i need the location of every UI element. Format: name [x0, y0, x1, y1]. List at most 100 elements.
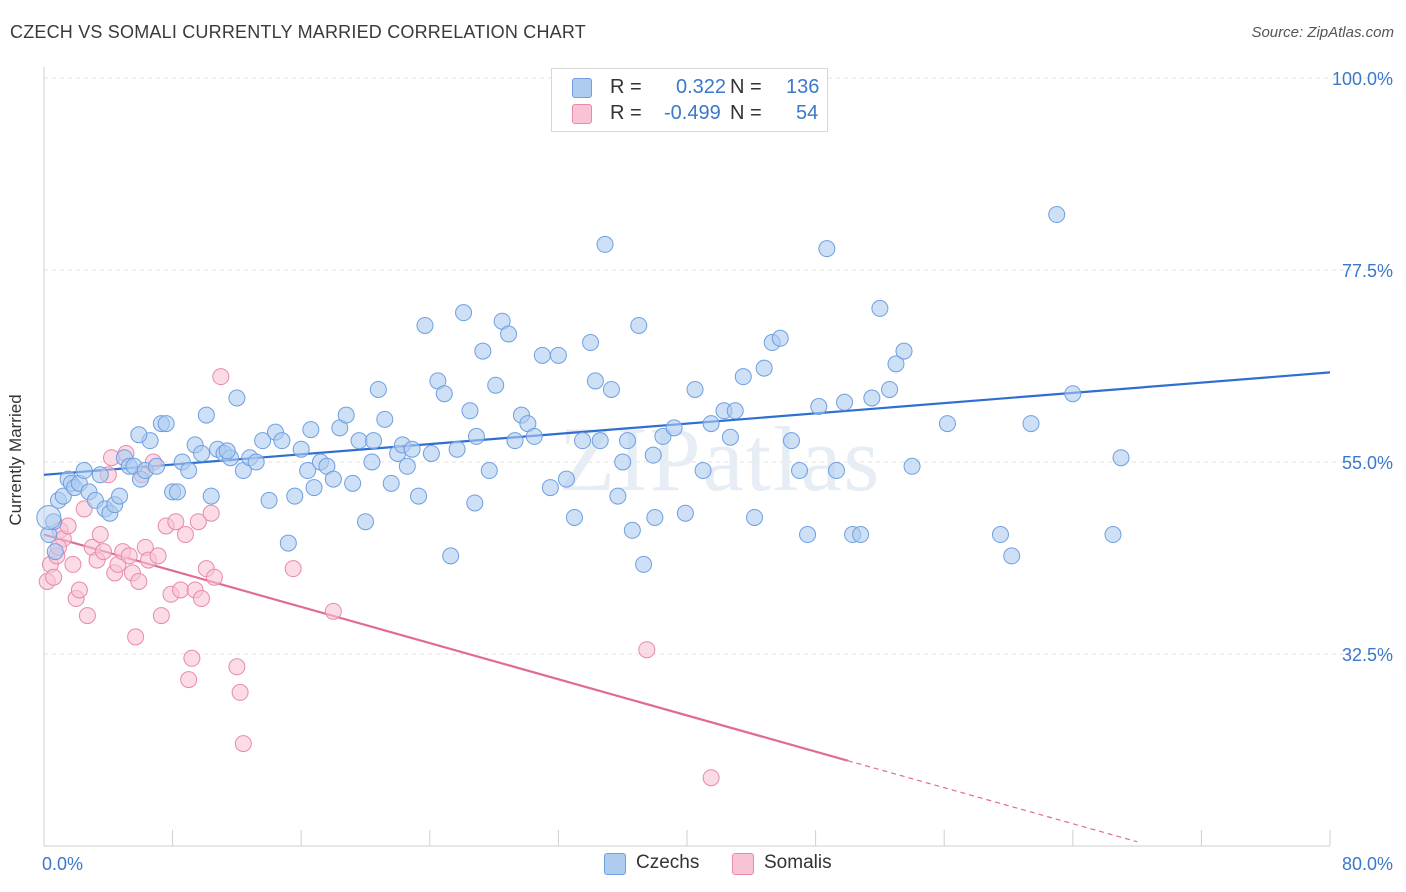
- legend-label: Somalis: [764, 852, 832, 873]
- somali-point: [64, 555, 82, 573]
- czech-point: [721, 428, 739, 446]
- czech-point: [827, 462, 845, 480]
- czech-point: [852, 526, 870, 544]
- czech-point: [435, 385, 453, 403]
- somali-point: [702, 769, 720, 787]
- czech-point: [549, 346, 567, 364]
- czech-point: [286, 487, 304, 505]
- somalis-swatch: [732, 853, 754, 875]
- somali-point: [78, 607, 96, 625]
- czech-point: [36, 504, 62, 530]
- n-value: 54: [796, 102, 819, 124]
- somali-point: [183, 649, 201, 667]
- czech-point: [635, 555, 653, 573]
- czech-point: [130, 426, 148, 444]
- czech-point: [602, 380, 620, 398]
- czech-point: [619, 432, 637, 450]
- somalis-trend-extension: [847, 760, 1138, 843]
- czech-point: [363, 453, 381, 471]
- somali-point: [284, 560, 302, 578]
- czech-point: [614, 453, 632, 471]
- czech-point: [799, 526, 817, 544]
- czech-point: [422, 444, 440, 462]
- somali-point: [638, 641, 656, 659]
- y-tick-label: 32.5%: [1342, 645, 1393, 665]
- czech-point: [726, 402, 744, 420]
- czech-point: [1003, 547, 1021, 565]
- somali-point: [91, 526, 109, 544]
- czech-point: [467, 427, 485, 445]
- czech-point: [702, 415, 720, 433]
- czech-point: [686, 380, 704, 398]
- czech-point: [410, 487, 428, 505]
- somali-point: [189, 513, 207, 531]
- czech-point: [1048, 206, 1066, 224]
- czech-point: [398, 457, 416, 475]
- czech-point: [403, 440, 421, 458]
- czech-point: [1064, 385, 1082, 403]
- czech-point: [487, 376, 505, 394]
- czech-point: [881, 380, 899, 398]
- r-label: R =: [610, 76, 642, 98]
- czech-point: [557, 470, 575, 488]
- czech-point: [586, 372, 604, 390]
- somali-point: [205, 568, 223, 586]
- y-tick-label: 77.5%: [1342, 261, 1393, 281]
- czech-point: [903, 457, 921, 475]
- czech-point: [591, 432, 609, 450]
- grid-lines: [44, 77, 1393, 655]
- czech-point: [91, 466, 109, 484]
- czech-point: [609, 487, 627, 505]
- czech-point: [416, 316, 434, 334]
- somali-point: [59, 517, 77, 535]
- czech-point: [247, 453, 265, 471]
- czech-point: [565, 508, 583, 526]
- czech-point: [260, 491, 278, 509]
- czech-point: [376, 410, 394, 428]
- czech-point: [818, 240, 836, 258]
- czech-point: [54, 487, 72, 505]
- x-tick-label: 0.0%: [42, 854, 83, 874]
- czech-point: [202, 487, 220, 505]
- czech-point: [369, 380, 387, 398]
- czech-point: [197, 406, 215, 424]
- czech-point: [344, 474, 362, 492]
- czech-point: [755, 359, 773, 377]
- czech-point: [324, 470, 342, 488]
- czech-point: [299, 462, 317, 480]
- czech-point: [746, 508, 764, 526]
- czech-point: [46, 543, 64, 561]
- czech-point: [157, 415, 175, 433]
- data-points: [36, 206, 1130, 787]
- czech-point: [574, 432, 592, 450]
- somali-point: [172, 581, 190, 599]
- somali-point: [94, 543, 112, 561]
- somalis-swatch: [572, 104, 592, 124]
- czech-point: [1104, 526, 1122, 544]
- somali-point: [120, 547, 138, 565]
- czech-point: [863, 389, 881, 407]
- czech-point: [676, 504, 694, 522]
- somali-point: [180, 671, 198, 689]
- czech-point: [991, 526, 1009, 544]
- source-label: Source: ZipAtlas.com: [1251, 24, 1394, 41]
- chart-title: CZECH VS SOMALI CURRENTLY MARRIED CORREL…: [10, 22, 586, 42]
- czech-point: [895, 342, 913, 360]
- somali-point: [324, 602, 342, 620]
- czech-point: [871, 299, 889, 317]
- czech-point: [541, 479, 559, 497]
- czech-point: [350, 432, 368, 450]
- n-label: N =: [730, 76, 762, 98]
- somali-point: [234, 735, 252, 753]
- czech-point: [461, 402, 479, 420]
- czech-point: [533, 346, 551, 364]
- czech-point: [292, 440, 310, 458]
- somali-point: [75, 500, 93, 518]
- czech-point: [254, 432, 272, 450]
- czech-point: [630, 316, 648, 334]
- czech-point: [337, 406, 355, 424]
- czech-point: [791, 462, 809, 480]
- x-tick-label: 80.0%: [1342, 854, 1393, 874]
- somali-point: [127, 628, 145, 646]
- tick-labels: 32.5% 55.0% 77.5% 100.0% 0.0% 80.0%: [42, 69, 1393, 874]
